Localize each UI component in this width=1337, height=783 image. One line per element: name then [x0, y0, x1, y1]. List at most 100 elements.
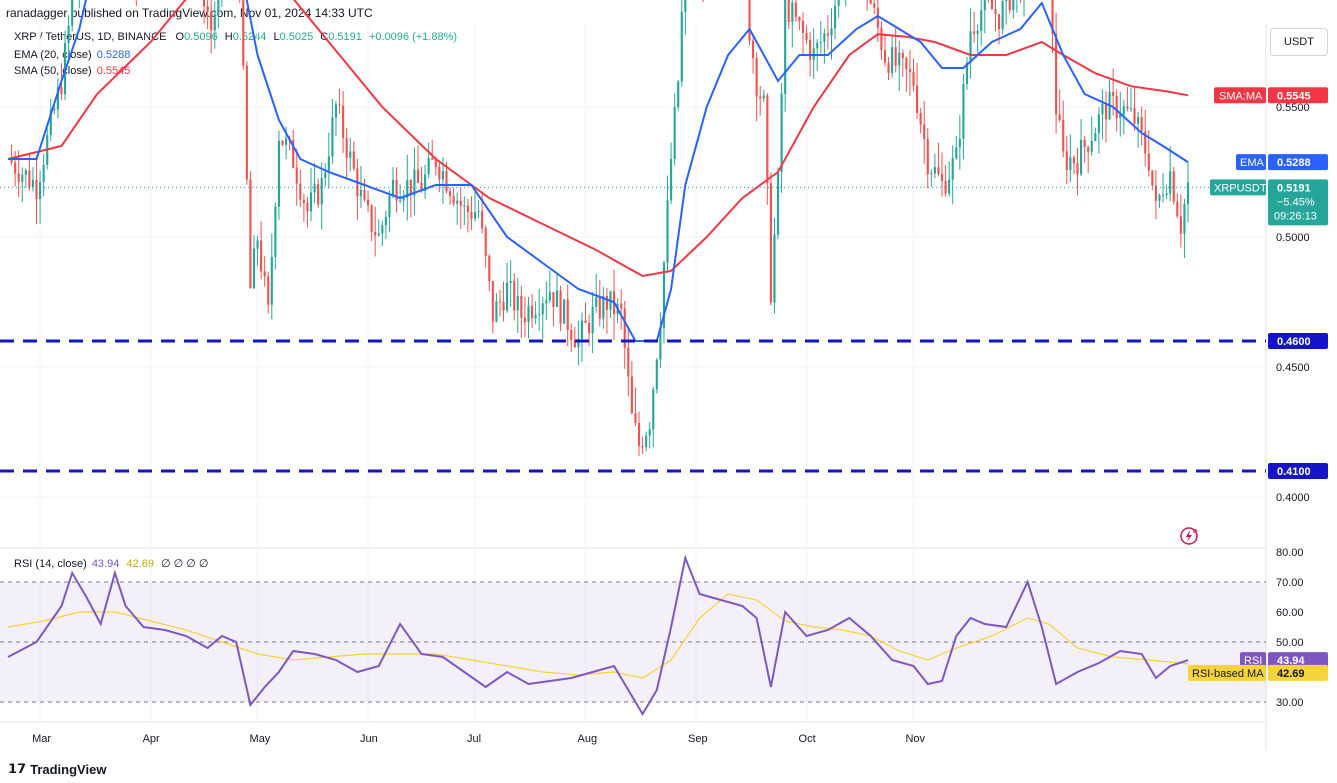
rsi-value-tag-bg: [1268, 652, 1328, 669]
candle-body: [10, 159, 13, 163]
price-tick-label: 0.5000: [1276, 232, 1310, 244]
candle-body: [388, 195, 391, 217]
candle-body: [559, 290, 562, 324]
candle-body: [324, 172, 327, 179]
candle-body: [1094, 132, 1097, 142]
candle-body: [955, 147, 958, 159]
candle-body: [1090, 141, 1093, 152]
candle-body: [563, 299, 566, 324]
candle-body: [1183, 204, 1186, 234]
candle-body: [384, 216, 387, 226]
candle-body: [516, 295, 519, 311]
candle-body: [334, 104, 338, 118]
candle-body: [35, 179, 38, 200]
rsi-tick-label: 50.00: [1276, 637, 1304, 649]
legend-ema-value: 0.5288: [96, 49, 131, 61]
candle-body: [652, 389, 655, 430]
candle-body: [1101, 103, 1104, 115]
candle-body: [1076, 163, 1079, 175]
symbol-price-tag-bg: [1268, 179, 1328, 226]
candle-body: [787, 0, 790, 23]
candle-body: [14, 162, 17, 174]
candle-body: [484, 228, 487, 256]
legend-h-label: H: [224, 31, 233, 43]
candle-body: [958, 138, 961, 148]
candle-body: [391, 179, 395, 196]
candle-body: [976, 31, 979, 34]
candle-body: [527, 305, 530, 323]
candle-body: [994, 9, 997, 15]
candle-body: [406, 179, 409, 198]
candle-body: [630, 376, 633, 414]
candle-body: [49, 110, 52, 136]
candle-body: [566, 299, 569, 331]
candle-body: [21, 174, 24, 182]
candle-body: [1151, 170, 1154, 186]
candle-body: [399, 200, 402, 202]
rsi-name-tag-bg: [1240, 652, 1266, 669]
rsi-band: [0, 582, 1266, 702]
candle-body: [491, 280, 494, 322]
candle-body: [969, 31, 972, 63]
candle-body: [755, 58, 758, 97]
candle-body: [784, 0, 787, 94]
candle-body: [748, 0, 751, 41]
candle-body: [1087, 147, 1090, 152]
candle-body: [349, 151, 352, 158]
candle-body: [570, 330, 573, 340]
candle-body: [438, 166, 441, 180]
currency-button[interactable]: USDT: [1270, 28, 1328, 56]
candle-body: [502, 302, 505, 311]
candle-body: [541, 303, 544, 315]
candle-body: [951, 158, 954, 180]
ema-line: [8, 0, 1189, 342]
candle-body: [1179, 216, 1182, 234]
tag-support2: 0.4100: [1277, 466, 1311, 478]
ema-name-tag-bg: [1236, 154, 1266, 171]
publish-info: ranadagger published on TradingView.com,…: [6, 6, 373, 20]
candle-body: [53, 109, 56, 111]
time-tick-label: Mar: [32, 733, 51, 745]
candle-body: [798, 16, 801, 22]
candle-body: [609, 291, 612, 310]
candle-body: [523, 317, 526, 323]
candle-body: [31, 179, 35, 187]
symbol-price-tag: 0.5191: [1277, 182, 1311, 194]
legend-sma-row[interactable]: SMA (50, close) 0.5545: [14, 65, 130, 77]
candle-body: [659, 327, 662, 360]
legend-ema-row[interactable]: EMA (20, close) 0.5288: [14, 49, 130, 61]
candle-body: [370, 205, 373, 232]
candle-body: [338, 104, 341, 106]
ema-name-tag: EMA: [1240, 157, 1265, 169]
legend-symbol[interactable]: XRP / TetherUS, 1D, BINANCE: [14, 31, 167, 43]
candle-body: [409, 179, 412, 196]
rsi-ma-value-tag: 42.69: [1277, 668, 1305, 680]
candle-body: [584, 320, 587, 323]
legend-rsi-row[interactable]: RSI (14, close) 43.94 42.69 ∅ ∅ ∅ ∅: [14, 557, 209, 570]
candle-body: [612, 291, 616, 315]
candle-body: [402, 197, 405, 201]
candle-body: [1126, 106, 1129, 109]
candle-body: [506, 282, 509, 311]
candle-body: [538, 314, 541, 316]
rsi-tick-label: 60.00: [1276, 607, 1304, 619]
candle-body: [591, 306, 594, 334]
candle-body: [381, 225, 384, 234]
candle-body: [17, 173, 20, 182]
candle-body: [441, 170, 444, 180]
candle-body: [395, 179, 398, 201]
lightning-icon[interactable]: [1180, 527, 1198, 545]
footer-brand[interactable]: 𝟭𝟳 TradingView: [8, 761, 106, 777]
candle-body: [1154, 185, 1157, 201]
candle-body: [912, 72, 915, 86]
candle-body: [894, 47, 897, 66]
candle-body: [623, 308, 626, 348]
rsi-tick-label: 40.00: [1276, 667, 1304, 679]
candle-body: [249, 179, 252, 289]
candle-body: [1169, 171, 1172, 194]
candle-body: [374, 231, 377, 236]
candle-body: [980, 10, 983, 32]
candle-body: [274, 206, 277, 257]
rsi-line: [7, 554, 1189, 716]
